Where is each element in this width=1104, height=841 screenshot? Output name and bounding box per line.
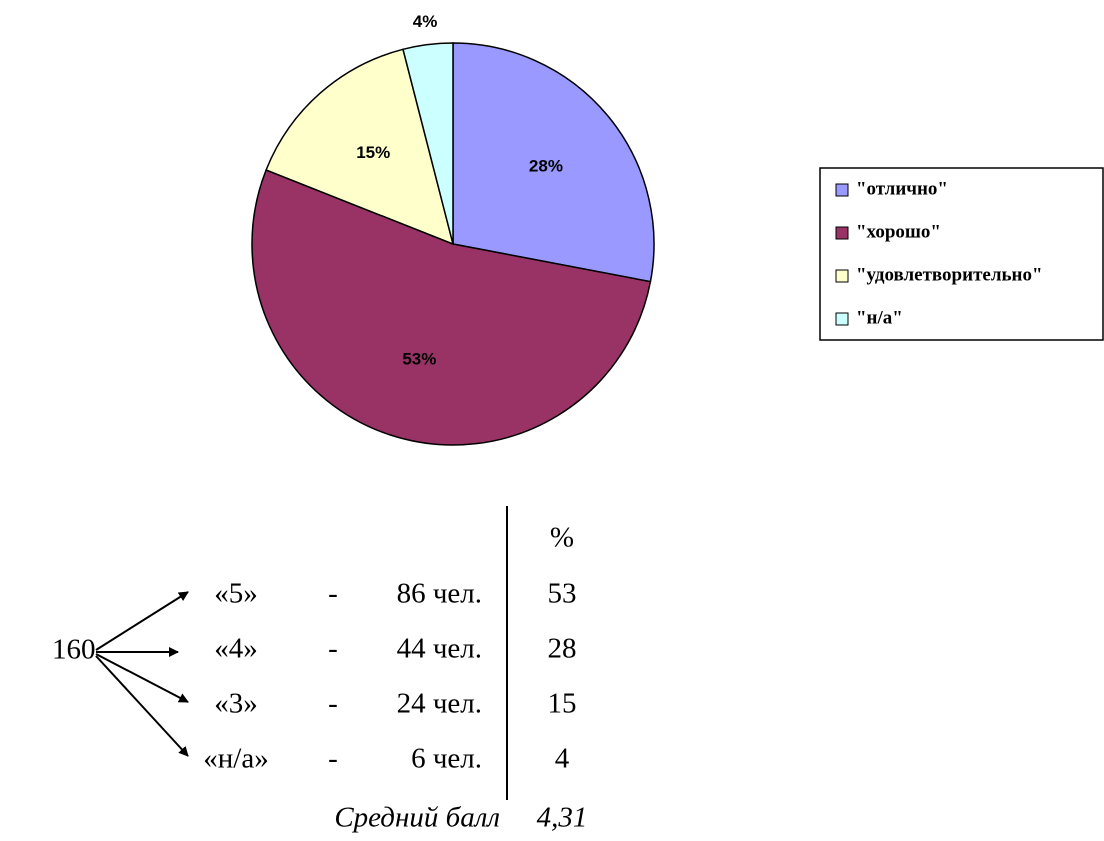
dash: - bbox=[328, 743, 338, 775]
arrow bbox=[95, 655, 189, 757]
legend-swatch bbox=[835, 183, 849, 197]
count: 86 чел. bbox=[397, 578, 482, 610]
arrows bbox=[95, 591, 189, 757]
legend-swatch bbox=[835, 269, 849, 283]
average-label: Средний балл bbox=[334, 802, 500, 834]
percent-header: % bbox=[550, 522, 574, 554]
arrow bbox=[95, 653, 189, 703]
pie-slice bbox=[402, 42, 454, 245]
legend-label: "н/а" bbox=[856, 307, 903, 328]
slice-label: 28% bbox=[529, 157, 563, 176]
arrow bbox=[95, 591, 189, 651]
count: 24 чел. bbox=[397, 688, 482, 720]
pie-slice bbox=[452, 42, 655, 283]
legend-label: "удовлетворительно" bbox=[856, 264, 1043, 285]
slice-label: 53% bbox=[402, 349, 436, 368]
pie-chart: 28% 53% 15% 4% bbox=[251, 12, 655, 446]
percent: 28 bbox=[548, 633, 577, 665]
total: 160 bbox=[52, 634, 96, 666]
dash: - bbox=[328, 633, 338, 665]
legend-box bbox=[819, 167, 1104, 341]
percent: 4 bbox=[555, 743, 570, 775]
count: 6 чел. bbox=[411, 743, 482, 775]
grade: «н/а» bbox=[203, 743, 268, 775]
grade-table: 160 % Средний балл 4,31 «5» - 86 чел. 53 «4»… bbox=[52, 506, 587, 834]
slice-label: 15% bbox=[356, 143, 390, 162]
average-value: 4,31 bbox=[537, 802, 588, 834]
legend-swatch bbox=[835, 226, 849, 240]
slice-label: 4% bbox=[413, 12, 438, 31]
count: 44 чел. bbox=[397, 633, 482, 665]
dash: - bbox=[328, 688, 338, 720]
grade: «4» bbox=[214, 633, 258, 665]
grade: «3» bbox=[214, 688, 258, 720]
legend-label: "отлично" bbox=[856, 178, 948, 199]
legend-swatch bbox=[835, 312, 849, 326]
percent: 53 bbox=[548, 578, 577, 610]
pie-slice bbox=[265, 48, 455, 246]
dash: - bbox=[328, 578, 338, 610]
legend-label: "хорошо" bbox=[856, 221, 941, 242]
percent: 15 bbox=[548, 688, 577, 720]
pie-slice bbox=[251, 169, 652, 446]
grade: «5» bbox=[214, 578, 258, 610]
legend: "отлично" "хорошо" "удовлетворительно" "н/а… bbox=[835, 178, 1043, 328]
